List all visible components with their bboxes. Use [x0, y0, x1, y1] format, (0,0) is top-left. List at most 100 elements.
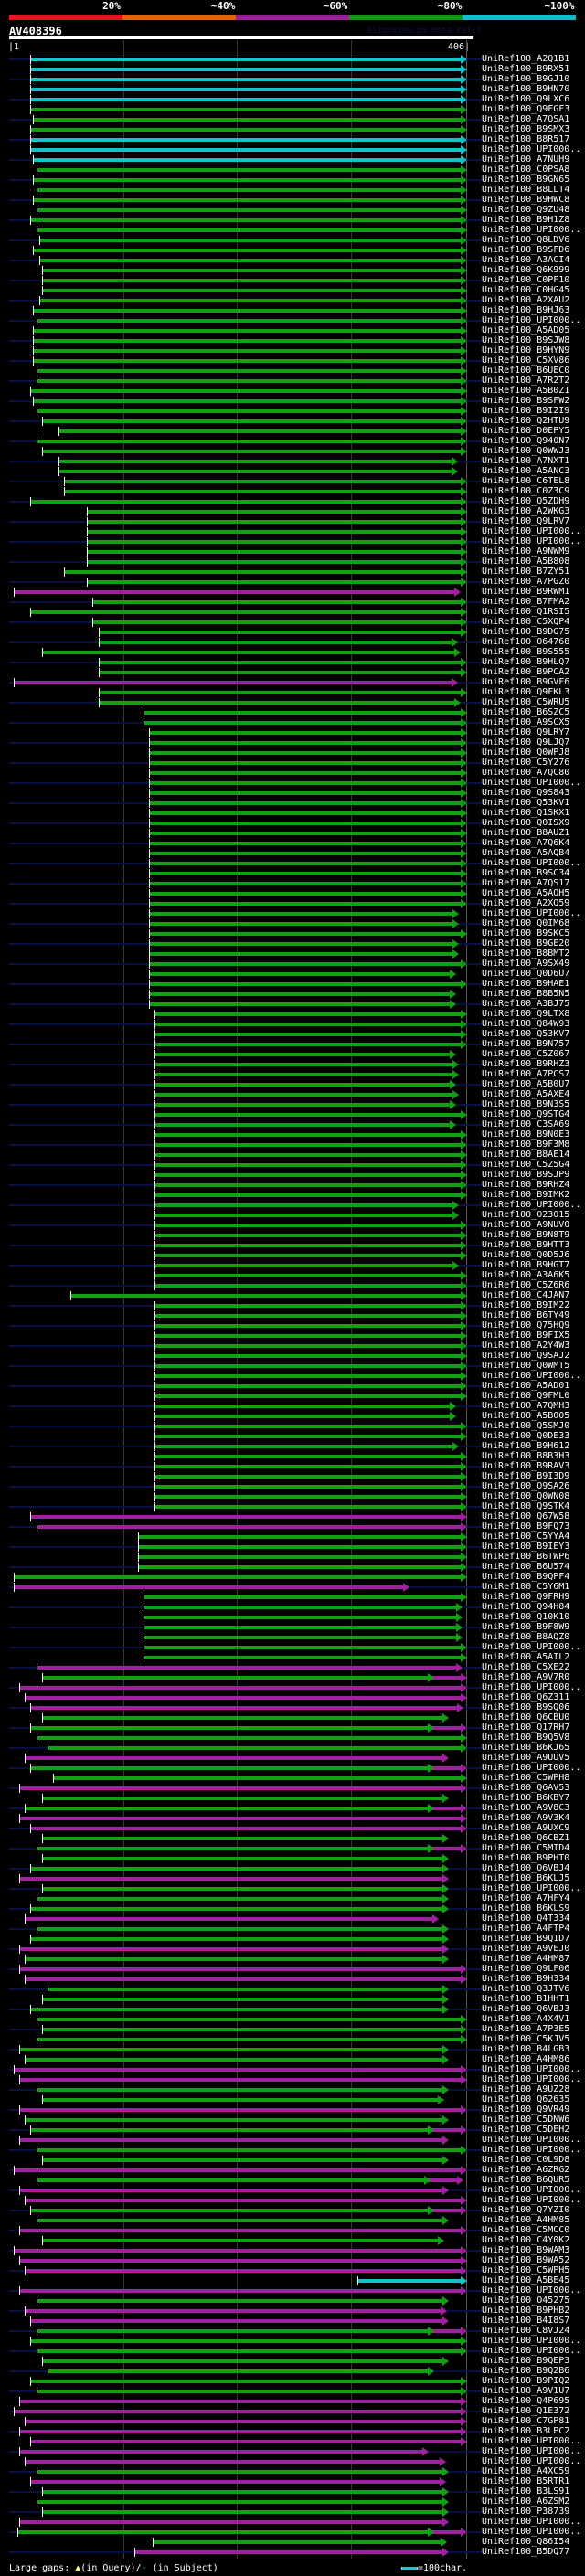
hit-row[interactable]: UniRef100_UPI000.. — [0, 1642, 585, 1653]
hit-row[interactable]: UniRef100_B8AQZ0 — [0, 1632, 585, 1643]
hit-label[interactable]: UniRef100_B9Q2B6 — [482, 2366, 570, 2376]
hit-row[interactable]: UniRef100_A9V1U7 — [0, 2386, 585, 2397]
hit-label[interactable]: UniRef100_Q4P695 — [482, 2396, 570, 2406]
hit-label[interactable]: UniRef100_Q8LDV6 — [482, 235, 570, 245]
hit-label[interactable]: UniRef100_C7GP81 — [482, 2416, 570, 2426]
hit-label[interactable]: UniRef100_Q1SKX1 — [482, 808, 570, 818]
hit-row[interactable]: UniRef100_B9H612 — [0, 1441, 585, 1452]
hit-label[interactable]: UniRef100_O45275 — [482, 2295, 570, 2306]
hit-row[interactable]: UniRef100_A4HM86 — [0, 2054, 585, 2065]
hit-label[interactable]: UniRef100_A9V1U7 — [482, 2386, 570, 2396]
hit-label[interactable]: UniRef100_A5AXE4 — [482, 1089, 570, 1099]
hit-row[interactable]: UniRef100_A6ZSM2 — [0, 2496, 585, 2507]
hit-row[interactable]: UniRef100_UPI000.. — [0, 2135, 585, 2146]
hit-label[interactable]: UniRef100_Q9VR49 — [482, 2104, 570, 2115]
hit-row[interactable]: UniRef100_UPI000.. — [0, 2436, 585, 2447]
hit-label[interactable]: UniRef100_Q1RSI5 — [482, 607, 570, 617]
hit-row[interactable]: UniRef100_B9S555 — [0, 647, 585, 658]
hit-label[interactable]: UniRef100_A5B808 — [482, 557, 570, 567]
hit-row[interactable]: UniRef100_B9Q1D7 — [0, 1934, 585, 1945]
hit-label[interactable]: UniRef100_B9SC34 — [482, 868, 570, 878]
hit-label[interactable]: UniRef100_Q9LJQ7 — [482, 737, 570, 747]
hit-label[interactable]: UniRef100_Q2HTU9 — [482, 416, 570, 426]
hit-row[interactable]: UniRef100_B6TWP6 — [0, 1552, 585, 1563]
hit-label[interactable]: UniRef100_C5Z6R6 — [482, 1280, 570, 1290]
hit-row[interactable]: UniRef100_Q75HQ9 — [0, 1320, 585, 1331]
hit-row[interactable]: UniRef100_Q9LF06 — [0, 1964, 585, 1975]
hit-label[interactable]: UniRef100_A5AD05 — [482, 325, 570, 335]
hit-row[interactable]: UniRef100_Q0WWJ3 — [0, 446, 585, 457]
hit-row[interactable]: UniRef100_A7R2T2 — [0, 376, 585, 387]
hit-row[interactable]: UniRef100_Q6CBU0 — [0, 1712, 585, 1723]
hit-row[interactable]: UniRef100_C3SA69 — [0, 1119, 585, 1130]
hit-row[interactable]: UniRef100_A5B0Z1 — [0, 386, 585, 397]
hit-label[interactable]: UniRef100_O23015 — [482, 1210, 570, 1220]
hit-row[interactable]: UniRef100_Q67W58 — [0, 1511, 585, 1522]
hit-label[interactable]: UniRef100_B8AQZ0 — [482, 1632, 570, 1642]
hit-label[interactable]: UniRef100_B9I3D9 — [482, 1471, 570, 1481]
hit-label[interactable]: UniRef100_B6TY49 — [482, 1310, 570, 1320]
hit-row[interactable]: UniRef100_A7P3E5 — [0, 2024, 585, 2035]
hit-row[interactable]: UniRef100_B6QUR5 — [0, 2175, 585, 2186]
hit-row[interactable]: UniRef100_A9NUV0 — [0, 1220, 585, 1231]
hit-label[interactable]: UniRef100_UPI000.. — [482, 2436, 581, 2446]
hit-row[interactable]: UniRef100_C0L9D8 — [0, 2155, 585, 2166]
hit-row[interactable]: UniRef100_Q9LRV7 — [0, 516, 585, 527]
hit-label[interactable]: UniRef100_Q9S843 — [482, 788, 570, 798]
hit-row[interactable]: UniRef100_A2XAU2 — [0, 295, 585, 306]
hit-row[interactable]: UniRef100_C5KJV5 — [0, 2034, 585, 2045]
hit-label[interactable]: UniRef100_C0PF10 — [482, 275, 570, 285]
hit-row[interactable]: UniRef100_B9PIQ2 — [0, 2376, 585, 2387]
hit-label[interactable]: UniRef100_B9HJ63 — [482, 305, 570, 315]
hit-row[interactable]: UniRef100_Q0ISX9 — [0, 818, 585, 829]
hit-row[interactable]: UniRef100_C5XV86 — [0, 355, 585, 366]
hit-row[interactable]: UniRef100_Q4T334 — [0, 1913, 585, 1924]
hit-label[interactable]: UniRef100_C5YYA4 — [482, 1532, 570, 1542]
hit-label[interactable]: UniRef100_A9SX49 — [482, 959, 570, 969]
hit-label[interactable]: UniRef100_UPI000.. — [482, 1682, 581, 1692]
hit-label[interactable]: UniRef100_Q9SAJ2 — [482, 1351, 570, 1361]
hit-label[interactable]: UniRef100_Q75HQ9 — [482, 1320, 570, 1330]
hit-label[interactable]: UniRef100_B8B5N5 — [482, 989, 570, 999]
hit-label[interactable]: UniRef100_Q53KV7 — [482, 1029, 570, 1039]
hit-row[interactable]: UniRef100_UPI000.. — [0, 225, 585, 236]
hit-label[interactable]: UniRef100_Q4T334 — [482, 1913, 570, 1924]
hit-row[interactable]: UniRef100_UPI000.. — [0, 858, 585, 869]
hit-row[interactable]: UniRef100_B6KLJ5 — [0, 1873, 585, 1884]
hit-row[interactable]: UniRef100_UPI000.. — [0, 2145, 585, 2156]
hit-row[interactable]: UniRef100_UPI000.. — [0, 315, 585, 326]
hit-row[interactable]: UniRef100_B9IEY3 — [0, 1542, 585, 1553]
hit-row[interactable]: UniRef100_A9SCX5 — [0, 717, 585, 728]
hit-row[interactable]: UniRef100_B4LGB3 — [0, 2044, 585, 2055]
hit-label[interactable]: UniRef100_UPI000.. — [482, 2456, 581, 2466]
hit-row[interactable]: UniRef100_Q0WN08 — [0, 1491, 585, 1502]
hit-label[interactable]: UniRef100_B7FMA2 — [482, 597, 570, 607]
hit-label[interactable]: UniRef100_Q1E372 — [482, 2406, 570, 2416]
hit-label[interactable]: UniRef100_A9SCX5 — [482, 717, 570, 727]
hit-label[interactable]: UniRef100_B9H612 — [482, 1441, 570, 1451]
hit-label[interactable]: UniRef100_A4FTP4 — [482, 1924, 570, 1934]
hit-row[interactable]: UniRef100_B9GE20 — [0, 938, 585, 949]
hit-row[interactable]: UniRef100_A2Q1B1 — [0, 54, 585, 65]
hit-row[interactable]: UniRef100_O64768 — [0, 637, 585, 648]
hit-label[interactable]: UniRef100_Q5SMJ0 — [482, 1421, 570, 1431]
hit-label[interactable]: UniRef100_B5DQ77 — [482, 2547, 570, 2557]
hit-row[interactable]: UniRef100_A9V8C3 — [0, 1803, 585, 1814]
hit-label[interactable]: UniRef100_C5Z5G4 — [482, 1160, 570, 1170]
hit-label[interactable]: UniRef100_Q0ISX9 — [482, 818, 570, 828]
hit-row[interactable]: UniRef100_UPI000.. — [0, 908, 585, 919]
hit-label[interactable]: UniRef100_C4JAN7 — [482, 1290, 570, 1300]
hit-label[interactable]: UniRef100_B6QUR5 — [482, 2175, 570, 2185]
hit-row[interactable]: UniRef100_B9SJW8 — [0, 335, 585, 346]
hit-label[interactable]: UniRef100_B9S555 — [482, 647, 570, 657]
hit-row[interactable]: UniRef100_C8VJ24 — [0, 2326, 585, 2337]
hit-label[interactable]: UniRef100_UPI000.. — [482, 908, 581, 918]
hit-row[interactable]: UniRef100_Q86I54 — [0, 2537, 585, 2548]
hit-label[interactable]: UniRef100_B8BMT2 — [482, 949, 570, 959]
hit-row[interactable]: UniRef100_O45275 — [0, 2295, 585, 2306]
hit-label[interactable]: UniRef100_Q17RH7 — [482, 1723, 570, 1733]
hit-row[interactable]: UniRef100_Q10K10 — [0, 1612, 585, 1623]
hit-row[interactable]: UniRef100_B9RAV3 — [0, 1461, 585, 1472]
hit-row[interactable]: UniRef100_B9H334 — [0, 1974, 585, 1985]
hit-label[interactable]: UniRef100_B6U574 — [482, 1562, 570, 1572]
